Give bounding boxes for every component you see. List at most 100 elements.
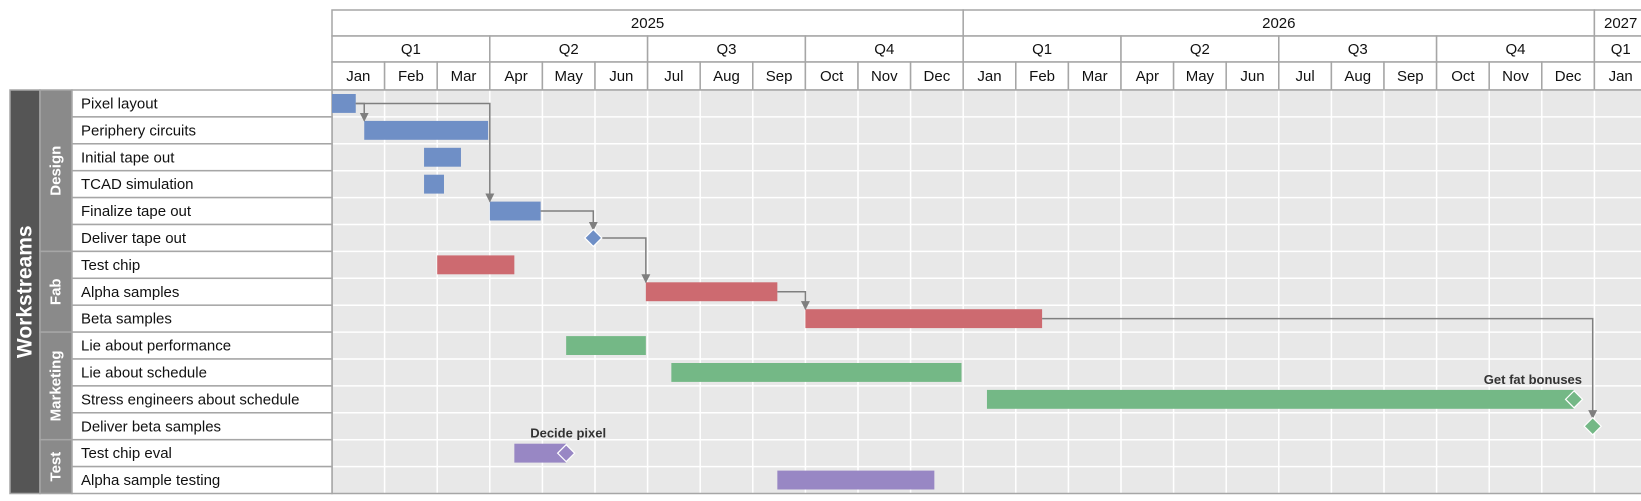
quarter-cell [1593, 35, 1641, 63]
task-label: Beta samples [81, 311, 172, 328]
group-label: Fab [48, 278, 65, 305]
month-label: Mar [1082, 68, 1108, 85]
task-label: Periphery circuits [81, 122, 196, 139]
milestone-diamond [583, 228, 603, 248]
month-label: Dec [1555, 68, 1582, 85]
row-labels: Workstreams Design Fab Marketing Test Pixel l… [9, 89, 333, 495]
quarter-label: Q3 [1348, 41, 1368, 58]
task-label-cell [71, 169, 333, 199]
month-label: Nov [871, 68, 898, 85]
task-bar [566, 336, 646, 355]
month-label: Feb [398, 68, 424, 85]
task-label: Finalize tape out [81, 203, 192, 220]
task-bar [805, 309, 1043, 329]
dependency-arrow [777, 291, 810, 311]
task-bar [489, 201, 541, 221]
quarter-cell [331, 35, 491, 63]
task-bar [986, 389, 1575, 409]
month-label: Apr [1136, 68, 1159, 85]
month-cell [489, 61, 544, 91]
month-cell [1120, 61, 1175, 91]
task-label-cell [71, 331, 333, 360]
group-header-design [39, 89, 73, 253]
month-cell [1067, 61, 1122, 91]
year-label: 2026 [1262, 15, 1295, 32]
month-label: Jun [609, 68, 633, 85]
quarter-label: Q3 [716, 41, 736, 58]
workstreams-label: Workstreams [14, 225, 37, 358]
month-cell [804, 61, 859, 91]
month-label: Jan [346, 68, 370, 85]
month-label: Jul [1296, 68, 1315, 85]
month-label: Jun [1240, 68, 1264, 85]
quarter-label: Q4 [874, 41, 894, 58]
milestone-label: Get fat bonuses [1484, 372, 1582, 387]
chart-grid [331, 89, 1641, 495]
task-label-cell [71, 304, 333, 333]
milestone-diamond [1564, 390, 1584, 409]
milestone-diamond [556, 443, 576, 463]
task-label-cell [71, 250, 333, 280]
task-label: Alpha samples [81, 284, 179, 301]
task-bar [777, 470, 935, 490]
task-bar [364, 120, 489, 140]
task-label: Test chip [81, 257, 140, 274]
task-bar [514, 443, 567, 463]
task-label: Initial tape out [81, 149, 175, 166]
month-label: Jul [664, 68, 683, 85]
milestone-label: Decide pixel [530, 426, 606, 441]
group-label: Marketing [48, 350, 65, 421]
dependency-arrow [355, 102, 495, 203]
task-bar [671, 363, 962, 382]
quarter-cell [1435, 35, 1596, 63]
task-label: Alpha sample testing [81, 472, 220, 489]
quarter-cell [804, 35, 964, 63]
group-header-fab [39, 250, 73, 333]
year-cell [962, 9, 1596, 37]
task-label-cell [71, 412, 333, 441]
task-label: TCAD simulation [81, 176, 194, 193]
quarter-label: Q1 [1611, 41, 1631, 58]
month-label: Feb [1029, 68, 1055, 85]
workstreams-header [9, 89, 41, 495]
month-label: Sep [1397, 68, 1424, 85]
dependency-arrow [540, 210, 598, 231]
month-label: Oct [1451, 68, 1475, 85]
month-cell [1488, 61, 1543, 91]
milestone-diamond [1583, 416, 1603, 436]
group-label: Design [48, 146, 65, 196]
task-label-cell [71, 277, 333, 306]
month-cell [962, 61, 1017, 91]
year-label: 2027 [1604, 15, 1637, 32]
quarter-label: Q1 [1032, 41, 1052, 58]
dependency-arrow [593, 237, 651, 284]
month-label: Aug [713, 68, 740, 85]
month-label: Sep [766, 68, 793, 85]
task-bars [332, 94, 1575, 490]
task-bar [437, 255, 515, 275]
dependency-arrow [1042, 317, 1598, 420]
month-label: Jan [977, 68, 1001, 85]
task-label-cell [71, 358, 333, 387]
month-cell [1172, 61, 1227, 91]
month-label: May [1186, 68, 1215, 85]
group-header-test [39, 438, 73, 495]
month-label: Oct [820, 68, 844, 85]
month-cell [1435, 61, 1490, 91]
task-label: Deliver beta samples [81, 418, 221, 435]
month-label: Jan [1609, 68, 1633, 85]
task-label: Pixel layout [81, 95, 159, 112]
milestones: Get fat bonuses Decide pixel [530, 228, 1603, 463]
month-label: Mar [451, 68, 477, 85]
quarter-label: Q2 [1190, 41, 1210, 58]
timeline-header: 2025 2026 2027 Q1 Q2 Q3 Q4 Q1 Q2 Q3 Q4 Q1 Jan Feb Mar A… [331, 9, 1641, 91]
task-label-cell [71, 143, 333, 172]
group-label: Test [48, 452, 65, 482]
quarter-label: Q4 [1505, 41, 1525, 58]
month-cell [699, 61, 754, 91]
month-label: Dec [924, 68, 951, 85]
month-cell [1593, 61, 1641, 91]
quarter-label: Q1 [401, 41, 421, 58]
task-label: Lie about schedule [81, 364, 207, 381]
